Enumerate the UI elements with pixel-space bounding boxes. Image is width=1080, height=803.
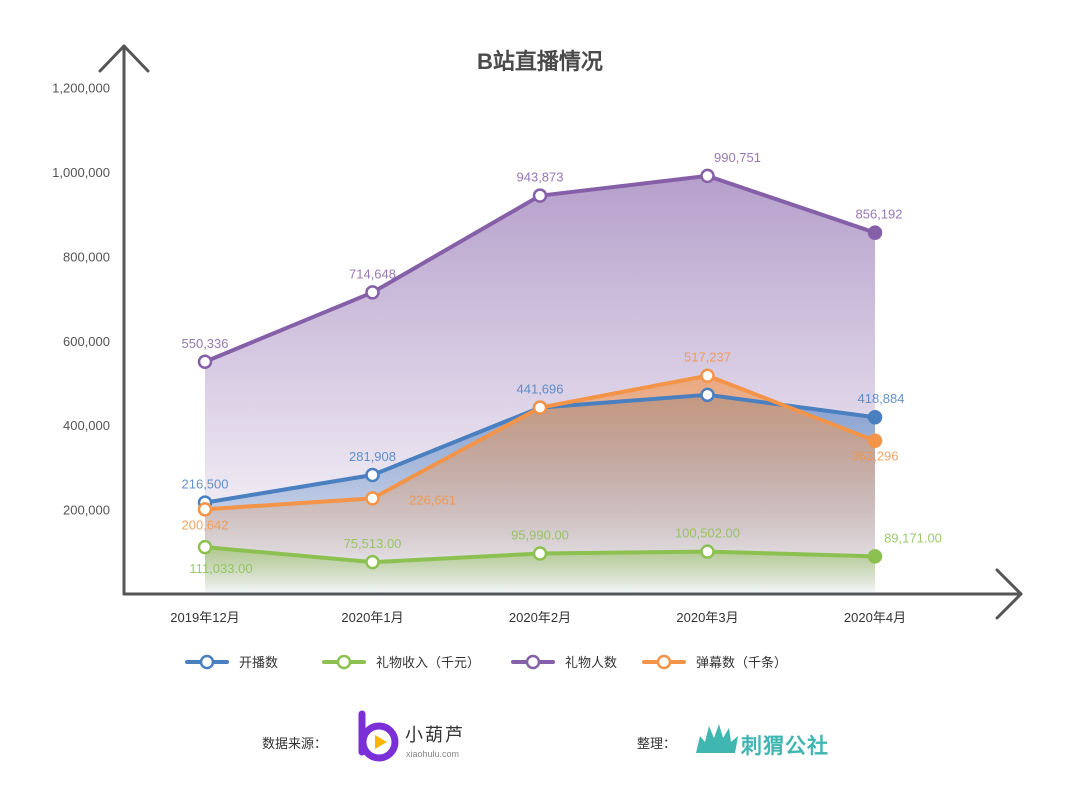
y-tick-label: 200,000	[63, 503, 110, 518]
data-label-gift-income: 111,033.00	[189, 561, 252, 576]
series-areas	[205, 175, 875, 594]
legend: 开播数 礼物收入（千元） 礼物人数 弹幕数（千条）	[185, 654, 787, 670]
point-danmaku	[532, 400, 548, 415]
point-gift-income	[532, 546, 548, 561]
data-label-gift-users: 943,873	[517, 170, 564, 185]
y-tick-labels: 1,200,000 1,000,000 800,000 600,000 400,000 2…	[52, 81, 110, 518]
data-label-broadcasts: 418,884	[858, 391, 905, 406]
y-tick-label: 1,000,000	[52, 165, 110, 180]
point-gift-users	[532, 188, 548, 203]
legend-label: 弹幕数（千条）	[696, 655, 787, 670]
data-label-broadcasts: 441,696	[517, 382, 564, 397]
data-label-gift-income: 95,990.00	[511, 527, 569, 542]
data-label-gift-users: 990,751	[714, 150, 761, 165]
data-label-gift-users: 550,336	[182, 336, 229, 351]
x-tick-labels: 2019年12月 2020年1月 2020年2月 2020年3月 2020年4月	[170, 610, 906, 625]
data-label-gift-users: 856,192	[856, 207, 903, 222]
legend-label: 礼物收入（千元）	[376, 655, 480, 670]
data-label-gift-users: 714,648	[349, 266, 396, 281]
data-label-broadcasts: 281,908	[349, 449, 396, 464]
data-label-gift-income: 89,171.00	[884, 530, 942, 545]
point-gift-users	[867, 225, 883, 240]
y-tick-label: 400,000	[63, 418, 110, 433]
data-label-danmaku: 226,661	[409, 492, 456, 507]
x-axis-arrow	[995, 568, 1023, 620]
data-label-danmaku: 200,642	[182, 517, 229, 532]
point-gift-income	[365, 554, 380, 570]
source-label: 数据来源：	[262, 736, 327, 751]
series-points	[197, 168, 883, 570]
xiaohulu-logo	[358, 710, 399, 762]
x-tick-label: 2020年1月	[341, 610, 403, 625]
y-tick-label: 1,200,000	[52, 81, 110, 96]
data-label-gift-income: 75,513.00	[344, 536, 402, 551]
editor-label: 整理：	[637, 736, 676, 751]
legend-swatch-marker	[336, 654, 352, 670]
legend-label: 开播数	[239, 655, 278, 670]
footer: 数据来源： 小葫芦 xiaohulu.com 整理： 刺猬公社	[262, 710, 829, 762]
point-danmaku	[365, 491, 380, 506]
source-url: xiaohulu.com	[406, 749, 459, 759]
source-brand: 小葫芦	[405, 725, 465, 745]
point-danmaku	[700, 368, 715, 383]
point-gift-income	[867, 549, 883, 564]
x-tick-label: 2019年12月	[170, 610, 239, 625]
point-broadcasts	[365, 467, 380, 483]
point-danmaku	[867, 433, 883, 448]
y-tick-label: 600,000	[63, 334, 110, 349]
y-axis-arrow	[98, 44, 150, 73]
point-danmaku	[197, 502, 213, 517]
data-label-broadcasts: 216,500	[182, 477, 229, 492]
point-gift-users	[197, 354, 213, 370]
data-label-gift-income: 100,502.00	[675, 526, 740, 541]
point-broadcasts	[700, 387, 715, 403]
editor-brand: 刺猬公社	[741, 734, 829, 758]
point-broadcasts	[867, 409, 883, 425]
data-label-danmaku: 363,296	[852, 449, 899, 464]
point-gift-users	[365, 285, 380, 300]
area-gift-income	[205, 547, 875, 594]
point-gift-income	[197, 539, 213, 555]
y-tick-label: 800,000	[63, 249, 110, 264]
legend-swatch-marker	[656, 654, 672, 670]
legend-swatch-marker	[525, 654, 541, 670]
area-danmaku	[205, 375, 875, 594]
x-tick-label: 2020年2月	[509, 610, 571, 625]
x-tick-label: 2020年3月	[676, 610, 738, 625]
chart-title: B站直播情况	[477, 49, 603, 74]
data-label-danmaku: 517,237	[684, 350, 731, 365]
point-gift-users	[700, 168, 715, 184]
x-tick-label: 2020年4月	[844, 610, 906, 625]
point-gift-income	[700, 544, 715, 559]
data-labels: 550,336 714,648 943,873 990,751 856,192 216,5…	[182, 150, 942, 576]
hedgehog-icon	[696, 724, 738, 753]
legend-label: 礼物人数	[565, 655, 617, 670]
legend-swatch-marker	[199, 654, 215, 670]
